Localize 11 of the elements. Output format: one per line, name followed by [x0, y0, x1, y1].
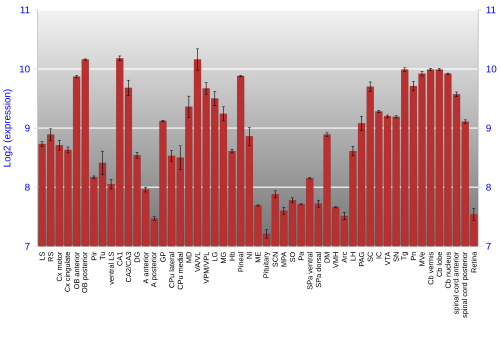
y-tick-label: 10: [20, 66, 30, 73]
y2-tick-label: 11: [486, 6, 496, 14]
y2-tick-label: 10: [486, 66, 496, 73]
y2-tick-label: 7: [486, 243, 491, 250]
y-axis-title: Log2 (expression): [3, 90, 12, 167]
y-tick-label: 11: [20, 6, 30, 14]
y2-tick-label: 9: [486, 124, 491, 132]
y2-tick-label: 8: [486, 184, 491, 191]
y-tick-label: 7: [25, 243, 30, 250]
y-tick-label: 8: [25, 184, 30, 191]
y-tick-label: 9: [25, 124, 30, 132]
